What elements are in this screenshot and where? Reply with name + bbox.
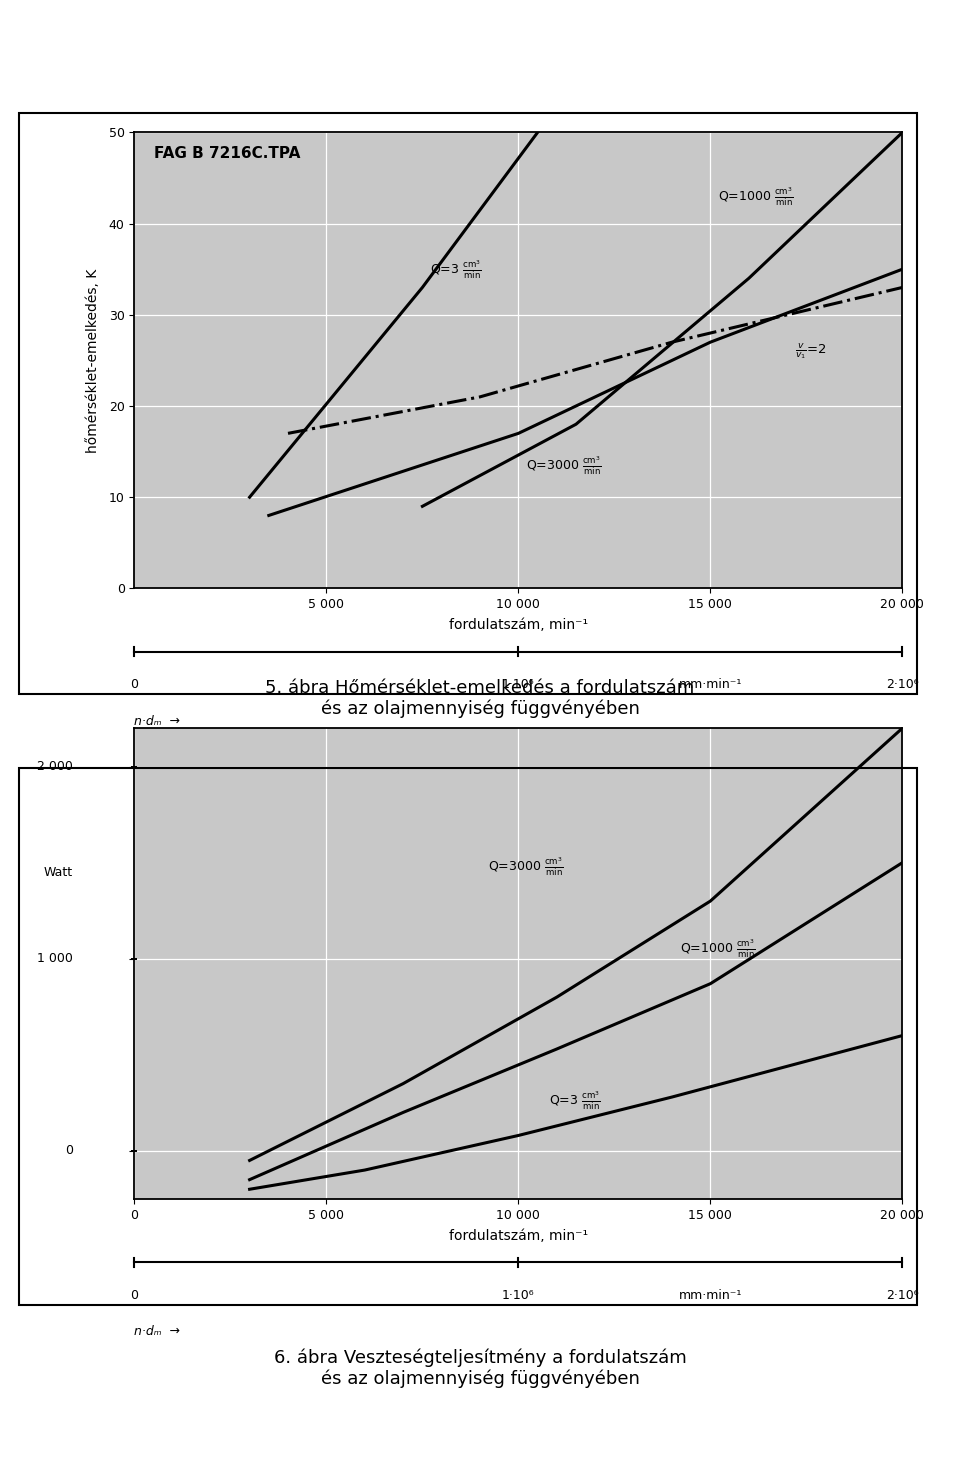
Text: n·dₘ  →: n·dₘ → [134, 1325, 180, 1339]
Text: 1·10⁶: 1·10⁶ [502, 1289, 535, 1302]
Text: FAG B 7216C.TPA: FAG B 7216C.TPA [154, 146, 300, 160]
Y-axis label: hőmérséklet-emelkedés, K: hőmérséklet-emelkedés, K [86, 268, 101, 453]
Text: Q=3 $\mathregular{\frac{cm^3}{min}}$: Q=3 $\mathregular{\frac{cm^3}{min}}$ [430, 257, 482, 281]
Text: Watt: Watt [44, 866, 73, 878]
Text: mm·min⁻¹: mm·min⁻¹ [679, 1289, 742, 1302]
Text: mm·min⁻¹: mm·min⁻¹ [679, 678, 742, 691]
Text: 0: 0 [65, 1144, 73, 1158]
Text: 2·10⁶: 2·10⁶ [886, 1289, 919, 1302]
Text: 1·10⁶: 1·10⁶ [502, 678, 535, 691]
X-axis label: fordulatszám, min⁻¹: fordulatszám, min⁻¹ [449, 1228, 588, 1243]
Text: 5. ábra Hőmérséklet-emelkedés a fordulatszám
és az olajmennyiség függvényében: 5. ábra Hőmérséklet-emelkedés a fordulat… [265, 680, 695, 718]
Text: n·dₘ  →: n·dₘ → [134, 715, 180, 728]
Text: 0: 0 [131, 1289, 138, 1302]
Text: Q=3 $\mathregular{\frac{cm^3}{min}}$: Q=3 $\mathregular{\frac{cm^3}{min}}$ [549, 1090, 601, 1112]
Text: 2 000: 2 000 [37, 761, 73, 774]
Text: 0: 0 [131, 678, 138, 691]
Text: 6. ábra Veszteségteljesítmény a fordulatszám
és az olajmennyiség függvényében: 6. ábra Veszteségteljesítmény a fordulat… [274, 1347, 686, 1389]
Text: 2·10⁶: 2·10⁶ [886, 678, 919, 691]
Text: Q=3000 $\mathregular{\frac{cm^3}{min}}$: Q=3000 $\mathregular{\frac{cm^3}{min}}$ [526, 455, 602, 477]
Text: Q=3000 $\mathregular{\frac{cm^3}{min}}$: Q=3000 $\mathregular{\frac{cm^3}{min}}$ [488, 855, 564, 878]
Text: $\frac{v}{v_1}$=2: $\frac{v}{v_1}$=2 [795, 341, 827, 360]
Text: Q=1000 $\mathregular{\frac{cm^3}{min}}$: Q=1000 $\mathregular{\frac{cm^3}{min}}$ [718, 185, 794, 207]
Text: Q=1000 $\mathregular{\frac{cm^3}{min}}$: Q=1000 $\mathregular{\frac{cm^3}{min}}$ [680, 937, 756, 961]
X-axis label: fordulatszám, min⁻¹: fordulatszám, min⁻¹ [449, 618, 588, 633]
Text: 1 000: 1 000 [37, 952, 73, 965]
